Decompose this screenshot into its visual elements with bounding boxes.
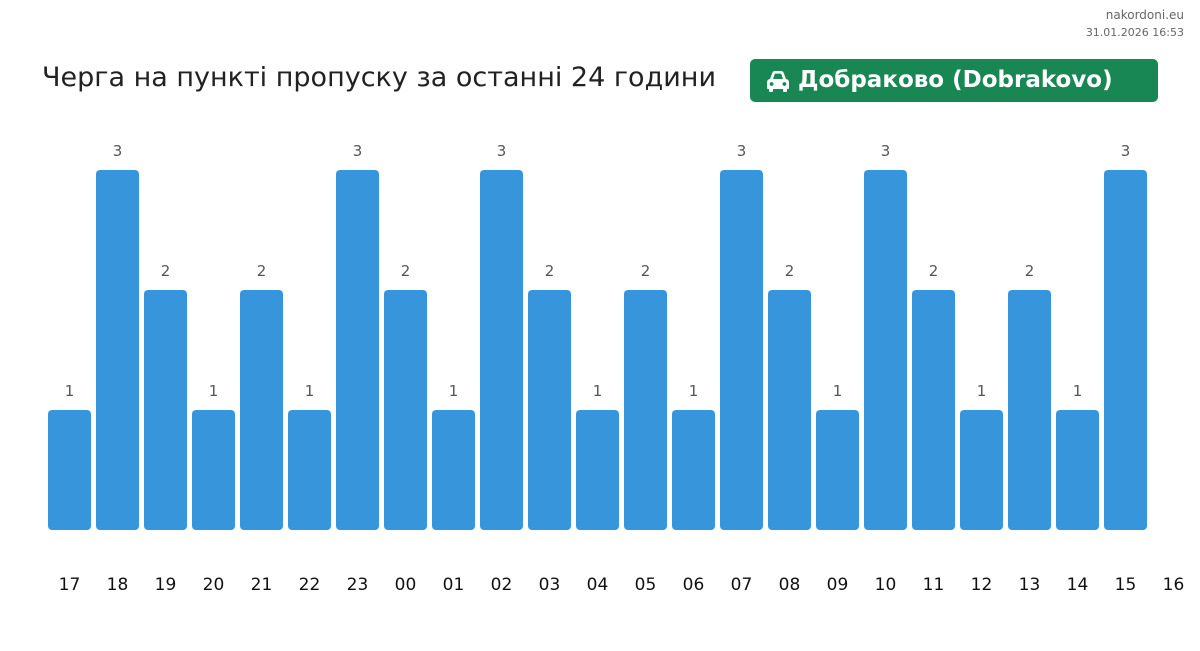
car-icon [767, 70, 789, 92]
x-tick-label: 15 [1115, 575, 1137, 595]
bar-value-label: 1 [209, 382, 219, 400]
x-tick-label: 16 [1163, 575, 1185, 595]
bar-18 [96, 170, 139, 530]
bar-15 [1104, 170, 1147, 530]
bar-03 [528, 290, 571, 530]
bar-value-label: 3 [881, 142, 891, 160]
x-tick-label: 07 [731, 575, 753, 595]
bar-07 [720, 170, 763, 530]
bar-12 [960, 410, 1003, 530]
bar-05 [624, 290, 667, 530]
x-tick-label: 21 [251, 575, 273, 595]
x-tick-label: 17 [59, 575, 81, 595]
bar-value-label: 1 [1073, 382, 1083, 400]
bar-value-label: 2 [161, 262, 171, 280]
x-tick-label: 09 [827, 575, 849, 595]
x-tick-label: 14 [1067, 575, 1089, 595]
bar-13 [1008, 290, 1051, 530]
bar-value-label: 2 [1025, 262, 1035, 280]
bar-value-label: 2 [641, 262, 651, 280]
x-tick-label: 22 [299, 575, 321, 595]
bar-22 [288, 410, 331, 530]
x-tick-label: 23 [347, 575, 369, 595]
bar-value-label: 3 [113, 142, 123, 160]
x-tick-label: 01 [443, 575, 465, 595]
bar-value-label: 3 [1121, 142, 1131, 160]
x-tick-label: 00 [395, 575, 417, 595]
x-tick-label: 02 [491, 575, 513, 595]
bar-value-label: 2 [929, 262, 939, 280]
x-tick-label: 05 [635, 575, 657, 595]
bar-value-label: 1 [593, 382, 603, 400]
bar-11 [912, 290, 955, 530]
badge-label: Добраково (Dobrakovo) [798, 67, 1113, 93]
bar-value-label: 1 [977, 382, 987, 400]
x-tick-label: 11 [923, 575, 945, 595]
bar-value-label: 1 [689, 382, 699, 400]
x-tick-label: 08 [779, 575, 801, 595]
bar-value-label: 2 [545, 262, 555, 280]
site-name: nakordoni.eu [1105, 8, 1184, 22]
x-tick-label: 20 [203, 575, 225, 595]
bar-17 [48, 410, 91, 530]
page-title: Черга на пункті пропуску за останні 24 г… [42, 62, 716, 93]
bar-value-label: 1 [449, 382, 459, 400]
bar-20 [192, 410, 235, 530]
bar-04 [576, 410, 619, 530]
x-tick-label: 10 [875, 575, 897, 595]
bar-value-label: 2 [401, 262, 411, 280]
x-tick-label: 03 [539, 575, 561, 595]
bar-01 [432, 410, 475, 530]
bar-value-label: 3 [353, 142, 363, 160]
x-tick-label: 04 [587, 575, 609, 595]
bar-06 [672, 410, 715, 530]
bar-value-label: 1 [305, 382, 315, 400]
bar-09 [816, 410, 859, 530]
x-tick-label: 13 [1019, 575, 1041, 595]
bar-21 [240, 290, 283, 530]
bar-19 [144, 290, 187, 530]
bar-10 [864, 170, 907, 530]
bar-value-label: 1 [65, 382, 75, 400]
bar-value-label: 1 [833, 382, 843, 400]
bar-23 [336, 170, 379, 530]
border-crossing-badge: Добраково (Dobrakovo) [750, 59, 1158, 102]
bar-02 [480, 170, 523, 530]
timestamp: 31.01.2026 16:53 [1085, 26, 1184, 39]
bar-value-label: 2 [257, 262, 267, 280]
x-tick-label: 19 [155, 575, 177, 595]
x-tick-label: 18 [107, 575, 129, 595]
bar-14 [1056, 410, 1099, 530]
bar-value-label: 3 [497, 142, 507, 160]
bar-08 [768, 290, 811, 530]
x-tick-label: 12 [971, 575, 993, 595]
bar-00 [384, 290, 427, 530]
bar-value-label: 3 [737, 142, 747, 160]
x-tick-label: 06 [683, 575, 705, 595]
bar-value-label: 2 [785, 262, 795, 280]
